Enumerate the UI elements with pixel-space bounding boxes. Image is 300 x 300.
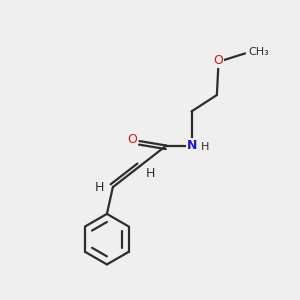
- Text: O: O: [213, 54, 223, 67]
- Text: O: O: [127, 133, 137, 146]
- Text: H: H: [95, 181, 104, 194]
- Text: H: H: [146, 167, 156, 180]
- Text: N: N: [186, 139, 197, 152]
- Text: H: H: [201, 142, 209, 152]
- Text: CH₃: CH₃: [248, 47, 269, 57]
